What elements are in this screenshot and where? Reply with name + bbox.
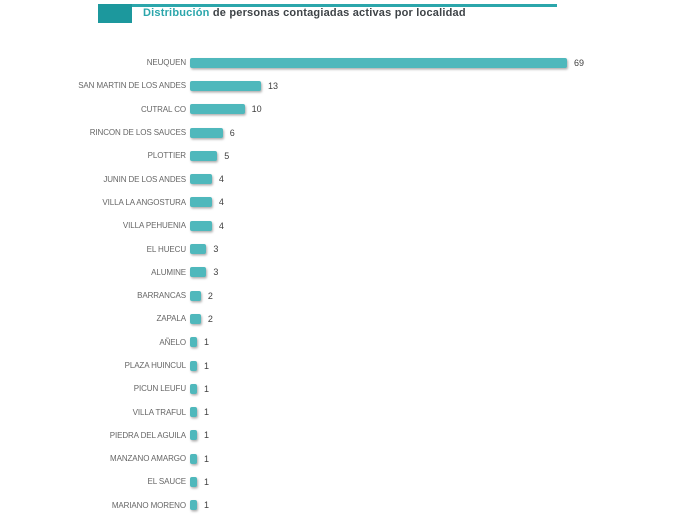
page-title: Distribución de personas contagiadas act…: [143, 7, 466, 19]
bar: [190, 453, 197, 464]
category-label: EL HUECU: [146, 244, 186, 254]
chart-row: PLOTTIER 5: [0, 144, 673, 167]
value-label: 3: [213, 267, 219, 278]
chart-row: NEUQUEN 69: [0, 51, 673, 74]
category-label: ALUMINE: [151, 267, 186, 277]
category-label: BARRANCAS: [137, 291, 186, 301]
category-label: SAN MARTIN DE LOS ANDES: [78, 81, 186, 91]
bar: [190, 360, 197, 371]
bar: [190, 290, 201, 301]
value-label: 4: [218, 220, 224, 231]
value-label: 13: [268, 80, 279, 91]
value-label: 1: [204, 500, 210, 511]
bar: [190, 337, 197, 348]
category-label: VILLA LA ANGOSTURA: [102, 197, 186, 207]
page-title-rest: de personas contagiadas activas por loca…: [209, 7, 466, 19]
bar: [190, 127, 223, 138]
bar: [190, 174, 212, 185]
chart-row: CUTRAL CO 10: [0, 98, 673, 121]
category-label: AÑELO: [159, 337, 186, 347]
value-label: 10: [251, 104, 262, 115]
chart-row: PLAZA HUINCUL 1: [0, 354, 673, 377]
chart-row: ZAPALA 2: [0, 307, 673, 330]
bar: [190, 220, 212, 231]
bar: [190, 244, 207, 255]
page-title-highlight: Distribución: [143, 7, 210, 19]
chart-row: VILLA PEHUENIA 4: [0, 214, 673, 237]
chart-row: PIEDRA DEL AGUILA 1: [0, 424, 673, 447]
chart-row: SAN MARTIN DE LOS ANDES 13: [0, 74, 673, 97]
category-label: JUNIN DE LOS ANDES: [103, 174, 186, 184]
value-label: 4: [218, 197, 224, 208]
bar: [190, 407, 197, 418]
bar: [190, 57, 567, 68]
category-label: MARIANO MORENO: [111, 500, 186, 510]
bar: [190, 313, 201, 324]
category-label: CUTRAL CO: [140, 104, 186, 114]
bar: [190, 104, 245, 115]
value-label: 2: [207, 290, 213, 301]
bar: [190, 383, 197, 394]
value-label: 5: [224, 150, 230, 161]
chart-row: EL SAUCE 1: [0, 470, 673, 493]
value-label: 4: [218, 174, 224, 185]
bar: [190, 500, 197, 511]
value-label: 2: [207, 313, 213, 324]
bar: [190, 476, 197, 487]
chart-row: MARIANO MORENO 1: [0, 494, 673, 517]
chart-row: PICUN LEUFU 1: [0, 377, 673, 400]
chart-row: AÑELO 1: [0, 331, 673, 354]
chart-row: ALUMINE 3: [0, 261, 673, 284]
value-label: 1: [204, 360, 210, 371]
category-label: PLAZA HUINCUL: [124, 361, 186, 370]
category-label: NEUQUEN: [146, 58, 186, 68]
value-label: 6: [229, 127, 235, 138]
chart-row: JUNIN DE LOS ANDES 4: [0, 167, 673, 190]
chart-row: RINCON DE LOS SAUCES 6: [0, 121, 673, 144]
bar: [190, 80, 261, 91]
category-label: EL SAUCE: [147, 477, 187, 487]
value-label: 1: [204, 476, 210, 487]
category-label: MANZANO AMARGO: [110, 454, 186, 464]
header-accent-square: [98, 4, 132, 23]
value-label: 1: [204, 430, 210, 441]
chart-row: MANZANO AMARGO 1: [0, 447, 673, 470]
value-label: 3: [213, 244, 219, 255]
category-label: VILLA TRAFUL: [132, 407, 186, 417]
chart-row: BARRANCAS 2: [0, 284, 673, 307]
chart-row: EL HUECU 3: [0, 237, 673, 260]
category-label: PICUN LEUFU: [133, 384, 186, 394]
value-label: 1: [204, 453, 210, 464]
value-label: 1: [204, 337, 210, 348]
category-label: VILLA PEHUENIA: [122, 221, 186, 231]
bar: [190, 267, 207, 278]
header-accent-line: [98, 4, 557, 7]
bar: [190, 197, 212, 208]
category-label: PIEDRA DEL AGUILA: [109, 430, 186, 440]
bar: [190, 430, 197, 441]
category-label: PLOTTIER: [147, 151, 186, 161]
bar: [190, 150, 218, 161]
category-label: RINCON DE LOS SAUCES: [89, 128, 186, 138]
value-label: 1: [204, 383, 210, 394]
category-label: ZAPALA: [156, 314, 187, 324]
chart-row: VILLA TRAFUL 1: [0, 400, 673, 423]
bar-chart: NEUQUEN 69 SAN MARTIN DE LOS ANDES 13 CUTRAL…: [0, 51, 673, 517]
value-label: 1: [204, 407, 210, 418]
value-label: 69: [574, 57, 585, 68]
chart-row: VILLA LA ANGOSTURA 4: [0, 191, 673, 214]
